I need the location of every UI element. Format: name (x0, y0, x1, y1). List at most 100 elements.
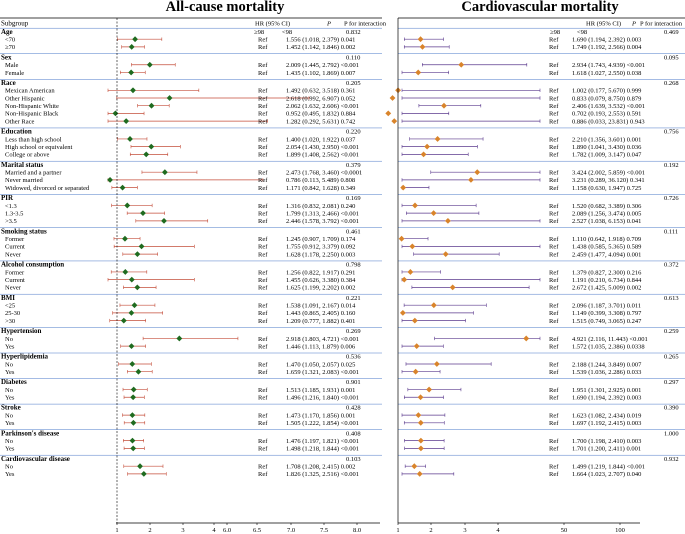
cv-ref-label: Ref (549, 210, 559, 217)
cv-hr-ci-p: 3.231 (0.289, 36.120) 0.341 (572, 177, 645, 184)
cv-p-interaction: 1.000 (664, 430, 679, 437)
cv-ref-label: Ref (549, 185, 559, 192)
cv-hr-point (407, 269, 414, 275)
cv-hr-ci-p: 4.921 (2.116, 11.443) <0.001 (572, 336, 648, 343)
subgroup-row-label: Never (5, 251, 22, 258)
all-ref-label: Ref (258, 420, 268, 427)
cv-hr-point (417, 437, 424, 444)
cv-hr-point (412, 202, 418, 209)
all-ref-label: Ref (258, 446, 268, 453)
all-hr-point (129, 412, 136, 418)
all-hr-ci-p: 1.171 (0.842, 1.628) 0.349 (286, 185, 355, 192)
cv-hr-point (417, 419, 424, 426)
all-hr-ci-p: 1.256 (0.822, 1.917) 0.291 (286, 269, 355, 276)
all-ref-label: Ref (258, 277, 268, 284)
all-hr-ci-p: 2.009 (1.445, 2.792) <0.001 (286, 62, 359, 69)
all-hr-ci-p: 1.492 (0.632, 3.518) 0.361 (286, 88, 355, 95)
all-p-interaction: 0.169 (346, 195, 361, 202)
cv-p-interaction: 0.932 (664, 456, 679, 463)
all-hr-point (122, 269, 129, 275)
all-hr-point (129, 361, 136, 367)
cv-x-tick-label: 1 (396, 527, 399, 534)
all-x-tick-label: 7.5 (320, 527, 328, 534)
all-hr-point (148, 102, 155, 109)
all-p-interaction: 0.832 (346, 29, 361, 36)
cv-hr-point (417, 394, 424, 401)
cv-ref-label: Ref (549, 277, 559, 284)
cv-col-lo: <98 (577, 29, 587, 36)
cv-ref-label: Ref (549, 303, 559, 310)
cv-x-tick-label: 2 (429, 527, 432, 534)
subgroup-row-label: Married and a partner (5, 170, 62, 177)
all-ref-label: Ref (258, 170, 268, 177)
all-hr-point (128, 343, 135, 350)
subgroup-row-label: Male (5, 62, 18, 69)
cv-hr-ci-p: 0.702 (0.193, 2.553) 0.591 (572, 111, 641, 118)
all-hr-ci-p: 1.496 (1.216, 1.840) <0.001 (286, 395, 359, 402)
all-hr-ci-p: 1.505 (1.222, 1.854) <0.001 (286, 420, 359, 427)
all-ref-label: Ref (258, 111, 268, 118)
cv-ref-label: Ref (549, 44, 559, 51)
cv-x-tick-label: 100 (615, 527, 625, 534)
cv-hr-point (449, 284, 456, 291)
all-hr-point (119, 184, 126, 191)
subgroup-row-label: Never married (5, 177, 43, 184)
all-ref-label: Ref (258, 361, 268, 368)
all-p-interaction: 0.408 (346, 430, 361, 437)
cv-hr-ci-p: 1.520 (0.682, 3.389) 0.306 (572, 203, 642, 210)
cv-hr-ci-p: 1.379 (0.827, 2.300) 0.216 (572, 269, 642, 276)
all-hr-point (143, 151, 150, 158)
all-ref-label: Ref (258, 177, 268, 184)
all-ref-label: Ref (258, 152, 268, 159)
cv-hr-point (399, 310, 406, 316)
subgroup-row-label: Yes (5, 369, 15, 376)
cv-hr-ci-p: 1.158 (0.630, 1.947) 0.725 (572, 185, 641, 192)
cv-hr-point (400, 184, 407, 191)
group-label: PIR (1, 194, 14, 202)
group-label: Age (1, 28, 13, 36)
all-ref-label: Ref (258, 310, 268, 317)
all-hr-point (140, 210, 146, 217)
all-hr-point (134, 251, 141, 257)
cv-ref-label: Ref (549, 177, 559, 184)
cv-hr-point (401, 276, 408, 283)
cv-p-interaction: 0.756 (664, 129, 679, 136)
cv-hr-point (523, 335, 530, 342)
cv-hr-ci-p: 1.951 (1.301, 2.925) 0.001 (572, 387, 641, 394)
cv-hr-ci-p: 1.697 (1.192, 2.415) 0.003 (572, 420, 641, 427)
cv-hr-point (411, 317, 418, 324)
cv-hr-point (398, 235, 405, 242)
all-hr-ci-p: 1.625 (1.199, 2.202) 0.002 (286, 285, 355, 292)
all-hr-point (176, 335, 183, 342)
cv-ref-label: Ref (549, 144, 559, 151)
all-hr-ci-p: 1.799 (1.313, 2.466) <0.001 (286, 210, 359, 217)
all-ref-label: Ref (258, 136, 268, 143)
all-hr-ci-p: 1.452 (1.142, 1.846) 0.002 (286, 44, 355, 51)
all-col-hi: ≥98 (254, 29, 264, 36)
all-ref-label: Ref (258, 438, 268, 445)
cv-hr-point (474, 169, 481, 176)
cv-hr-point (420, 151, 427, 158)
all-hr-ci-p: 1.282 (0.292, 5.631) 0.742 (286, 118, 355, 125)
all-p-interaction: 0.428 (346, 405, 361, 412)
cv-ref-label: Ref (549, 236, 559, 243)
cv-hr-point (415, 412, 422, 418)
cv-hr-ci-p: 1.149 (0.399, 3.308) 0.797 (572, 310, 642, 317)
cv-ref-label: Ref (549, 285, 559, 292)
all-hr-point (120, 317, 127, 324)
cv-hr-ci-p: 2.459 (1.477, 4.094) 0.001 (572, 251, 641, 258)
subgroup-row-label: No (5, 336, 13, 343)
cv-hr-point (409, 243, 416, 250)
all-hr-point (130, 87, 136, 94)
all-ref-label: Ref (258, 387, 268, 394)
cv-x-tick-label: 3 (463, 527, 466, 534)
group-label: Sex (1, 53, 12, 61)
all-hr-ci-p: 1.473 (1.170, 1.856) 0.001 (286, 412, 355, 419)
subgroup-row-label: Yes (5, 343, 15, 350)
cv-hr-point (426, 386, 432, 393)
subgroup-row-label: Yes (5, 420, 15, 427)
all-hr-ci-p: 0.952 (0.495, 1.832) 0.884 (286, 111, 356, 118)
subgroup-row-label: Yes (5, 446, 15, 453)
all-hr-point (161, 217, 167, 224)
